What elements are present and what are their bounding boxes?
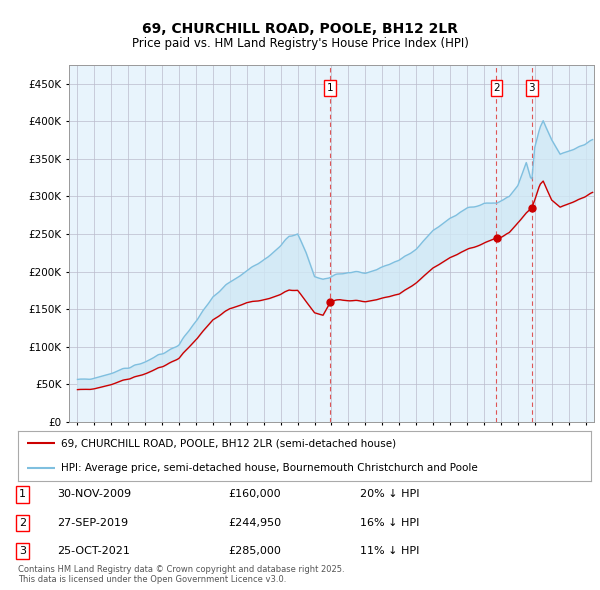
Text: 3: 3 (529, 83, 535, 93)
Text: 2: 2 (493, 83, 500, 93)
Text: HPI: Average price, semi-detached house, Bournemouth Christchurch and Poole: HPI: Average price, semi-detached house,… (61, 463, 478, 473)
Text: 69, CHURCHILL ROAD, POOLE, BH12 2LR: 69, CHURCHILL ROAD, POOLE, BH12 2LR (142, 22, 458, 37)
Text: 3: 3 (19, 546, 26, 556)
Text: Contains HM Land Registry data © Crown copyright and database right 2025.
This d: Contains HM Land Registry data © Crown c… (18, 565, 344, 584)
Text: 2: 2 (19, 518, 26, 527)
Text: 1: 1 (327, 83, 334, 93)
Text: 30-NOV-2009: 30-NOV-2009 (57, 490, 131, 499)
Text: £285,000: £285,000 (228, 546, 281, 556)
Text: £160,000: £160,000 (228, 490, 281, 499)
Text: 69, CHURCHILL ROAD, POOLE, BH12 2LR (semi-detached house): 69, CHURCHILL ROAD, POOLE, BH12 2LR (sem… (61, 438, 396, 448)
Text: 25-OCT-2021: 25-OCT-2021 (57, 546, 130, 556)
Text: 11% ↓ HPI: 11% ↓ HPI (360, 546, 419, 556)
Text: 27-SEP-2019: 27-SEP-2019 (57, 518, 128, 527)
Text: 1: 1 (19, 490, 26, 499)
Text: Price paid vs. HM Land Registry's House Price Index (HPI): Price paid vs. HM Land Registry's House … (131, 37, 469, 50)
Text: £244,950: £244,950 (228, 518, 281, 527)
Text: 20% ↓ HPI: 20% ↓ HPI (360, 490, 419, 499)
Text: 16% ↓ HPI: 16% ↓ HPI (360, 518, 419, 527)
